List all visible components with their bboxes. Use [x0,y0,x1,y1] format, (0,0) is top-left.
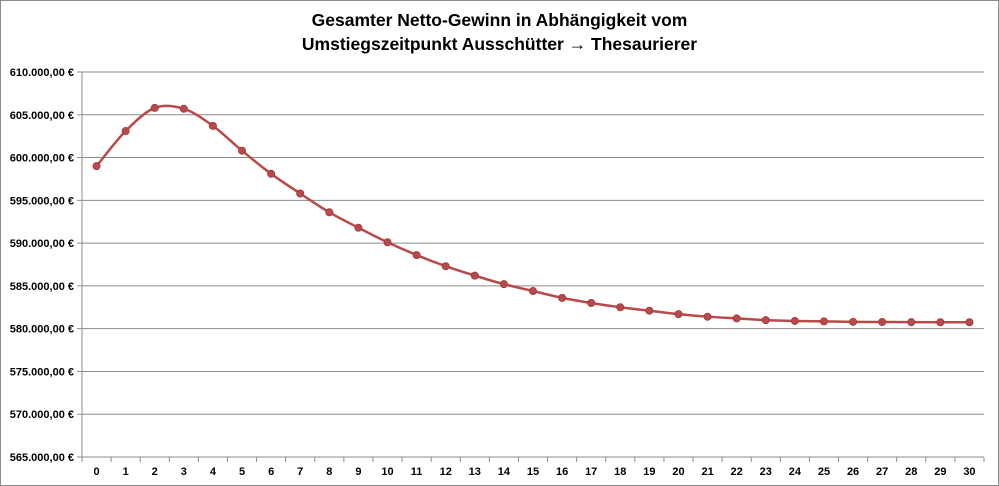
y-tick-label: 610.000,00 € [10,67,74,79]
data-point [121,127,130,136]
data-point [645,306,654,315]
x-tick-label: 16 [556,466,568,478]
x-tick-label: 17 [585,466,597,478]
data-point [878,317,887,326]
x-tick-label: 9 [355,466,361,478]
data-point [470,271,479,280]
x-tick-label: 12 [440,466,452,478]
x-tick-label: 24 [789,466,802,478]
y-tick-label: 580.000,00 € [10,324,74,336]
x-axis-ticks: 0 1 2 3 4 5 6 7 8 9 10 11 12 13 14 15 16 17 18 19 20 21 22 23 24… [93,466,975,478]
x-tick-label: 19 [643,466,655,478]
data-point [761,316,770,325]
data-point [907,318,916,327]
data-point [936,318,945,327]
x-tick-label: 5 [239,466,245,478]
x-tick-label: 27 [876,466,888,478]
x-tick-label: 18 [614,466,626,478]
x-tick-label: 30 [963,466,975,478]
data-point [150,103,159,112]
gridlines [77,71,984,458]
data-point [819,317,828,326]
data-point [732,314,741,323]
x-tick-label: 20 [672,466,684,478]
y-tick-label: 595.000,00 € [10,195,74,207]
x-tick-label: 1 [123,466,129,478]
x-tick-label: 29 [934,466,946,478]
data-point [208,121,217,130]
data-point [703,312,712,321]
x-tick-label: 21 [701,466,713,478]
data-point [383,238,392,247]
x-tick-label: 11 [411,466,423,478]
x-tick-label: 26 [847,466,859,478]
y-tick-label: 585.000,00 € [10,281,74,293]
data-point [616,303,625,312]
data-point [325,208,334,217]
data-point [790,316,799,325]
x-tick-label: 10 [381,466,393,478]
x-tick-label: 25 [818,466,830,478]
y-tick-label: 570.000,00 € [10,409,74,421]
x-tick-label: 6 [268,466,274,478]
y-tick-label: 605.000,00 € [10,110,74,122]
data-point [674,310,683,319]
series-points [92,103,974,327]
chart-title-block: Gesamter Netto-Gewinn in Abhängigkeit vo… [0,8,999,56]
x-tick-label: 0 [93,466,99,478]
chart-subtitle: Umstiegszeitpunkt Ausschütter → Thesauri… [301,34,698,54]
y-tick-label: 565.000,00 € [10,452,74,464]
data-point [587,298,596,307]
data-point [849,317,858,326]
x-tick-label: 22 [731,466,743,478]
y-axis-ticks: 565.000,00 € 570.000,00 € 575.000,00 € 580.… [10,67,74,464]
data-point [412,251,421,260]
x-tick-label: 15 [527,466,539,478]
x-tick-label: 23 [760,466,772,478]
y-tick-label: 590.000,00 € [10,238,74,250]
data-point [529,287,538,296]
x-tick-label: 8 [326,466,332,478]
data-point [179,104,188,113]
data-point [238,146,247,155]
y-tick-label: 600.000,00 € [10,153,74,165]
axes [81,72,985,462]
x-tick-label: 4 [210,466,217,478]
data-point [267,169,276,178]
chart-title: Gesamter Netto-Gewinn in Abhängigkeit vo… [311,10,688,30]
x-tick-label: 28 [905,466,917,478]
data-point [499,280,508,289]
x-tick-label: 14 [498,466,511,478]
data-point [354,223,363,232]
x-tick-label: 13 [469,466,481,478]
y-tick-label: 575.000,00 € [10,366,74,378]
x-tick-label: 3 [181,466,187,478]
data-point [965,318,974,327]
x-tick-label: 2 [152,466,158,478]
data-point [92,162,101,171]
data-point [441,262,450,271]
data-point [558,293,567,302]
data-point [296,189,305,198]
x-tick-label: 7 [297,466,303,478]
